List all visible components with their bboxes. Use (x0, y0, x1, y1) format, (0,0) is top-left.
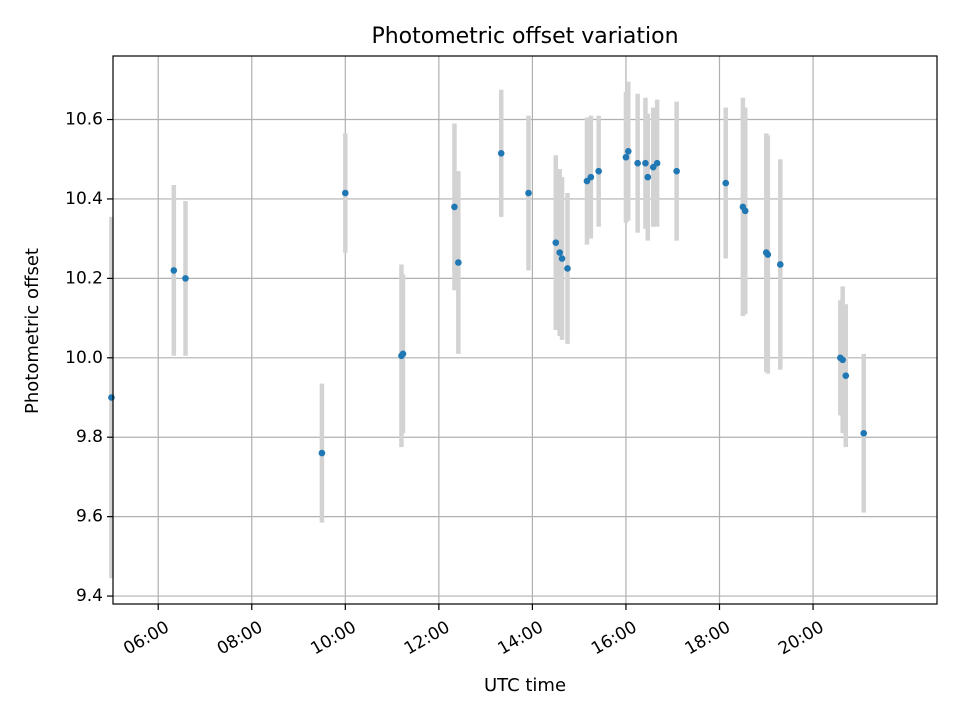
data-point (552, 239, 560, 246)
data-points (108, 148, 868, 457)
y-tick-label: 9.6 (76, 507, 103, 527)
data-point (182, 275, 189, 282)
grid (113, 56, 937, 604)
y-tick-label: 9.4 (76, 586, 103, 606)
data-point (399, 350, 407, 358)
data-point (558, 255, 566, 262)
x-tick-label: 08:00 (214, 617, 266, 659)
x-tick-label: 12:00 (401, 617, 453, 659)
data-point (595, 167, 602, 175)
x-axis-ticks: 06:00 08:00 10:00 12:00 14:00 16:00 18:00 20:00 (120, 604, 828, 659)
data-point (587, 173, 595, 181)
y-axis-ticks: 9.4 9.6 9.8 10.0 10.2 10.4 10.6 (65, 110, 113, 606)
x-tick-label: 18:00 (682, 617, 734, 659)
y-tick-label: 10.2 (65, 268, 103, 288)
data-point (634, 159, 641, 167)
y-tick-label: 9.8 (76, 427, 103, 447)
data-point (108, 394, 115, 401)
data-point (860, 429, 868, 437)
data-point (525, 189, 532, 197)
y-tick-label: 10.0 (65, 348, 103, 368)
data-point (644, 173, 652, 181)
data-point (624, 148, 632, 155)
data-point (653, 159, 661, 167)
error-bars (109, 81, 866, 579)
x-tick-label: 20:00 (775, 617, 827, 659)
data-point (842, 372, 850, 379)
data-point (318, 449, 326, 457)
data-point (839, 356, 846, 364)
data-point (764, 251, 772, 258)
x-axis-label: UTC time (484, 675, 566, 696)
data-point (451, 203, 458, 211)
data-point (556, 249, 563, 256)
y-tick-label: 10.4 (65, 189, 103, 209)
data-point (564, 265, 571, 272)
data-point (342, 189, 349, 197)
x-tick-label: 10:00 (307, 617, 359, 659)
data-point (722, 179, 730, 187)
y-tick-label: 10.6 (65, 110, 103, 130)
x-tick-label: 14:00 (494, 617, 546, 659)
data-point (673, 167, 680, 175)
data-point (741, 207, 749, 215)
data-point (777, 261, 784, 268)
y-axis-label: Photometric offset (22, 248, 43, 414)
data-point (622, 153, 630, 161)
chart-title: Photometric offset variation (371, 24, 678, 49)
data-point (455, 259, 462, 266)
data-point (170, 267, 178, 274)
x-tick-label: 16:00 (588, 617, 640, 659)
plot-frame (112, 55, 938, 605)
x-tick-label: 06:00 (120, 617, 172, 659)
data-point (642, 159, 649, 167)
data-point (497, 149, 505, 157)
